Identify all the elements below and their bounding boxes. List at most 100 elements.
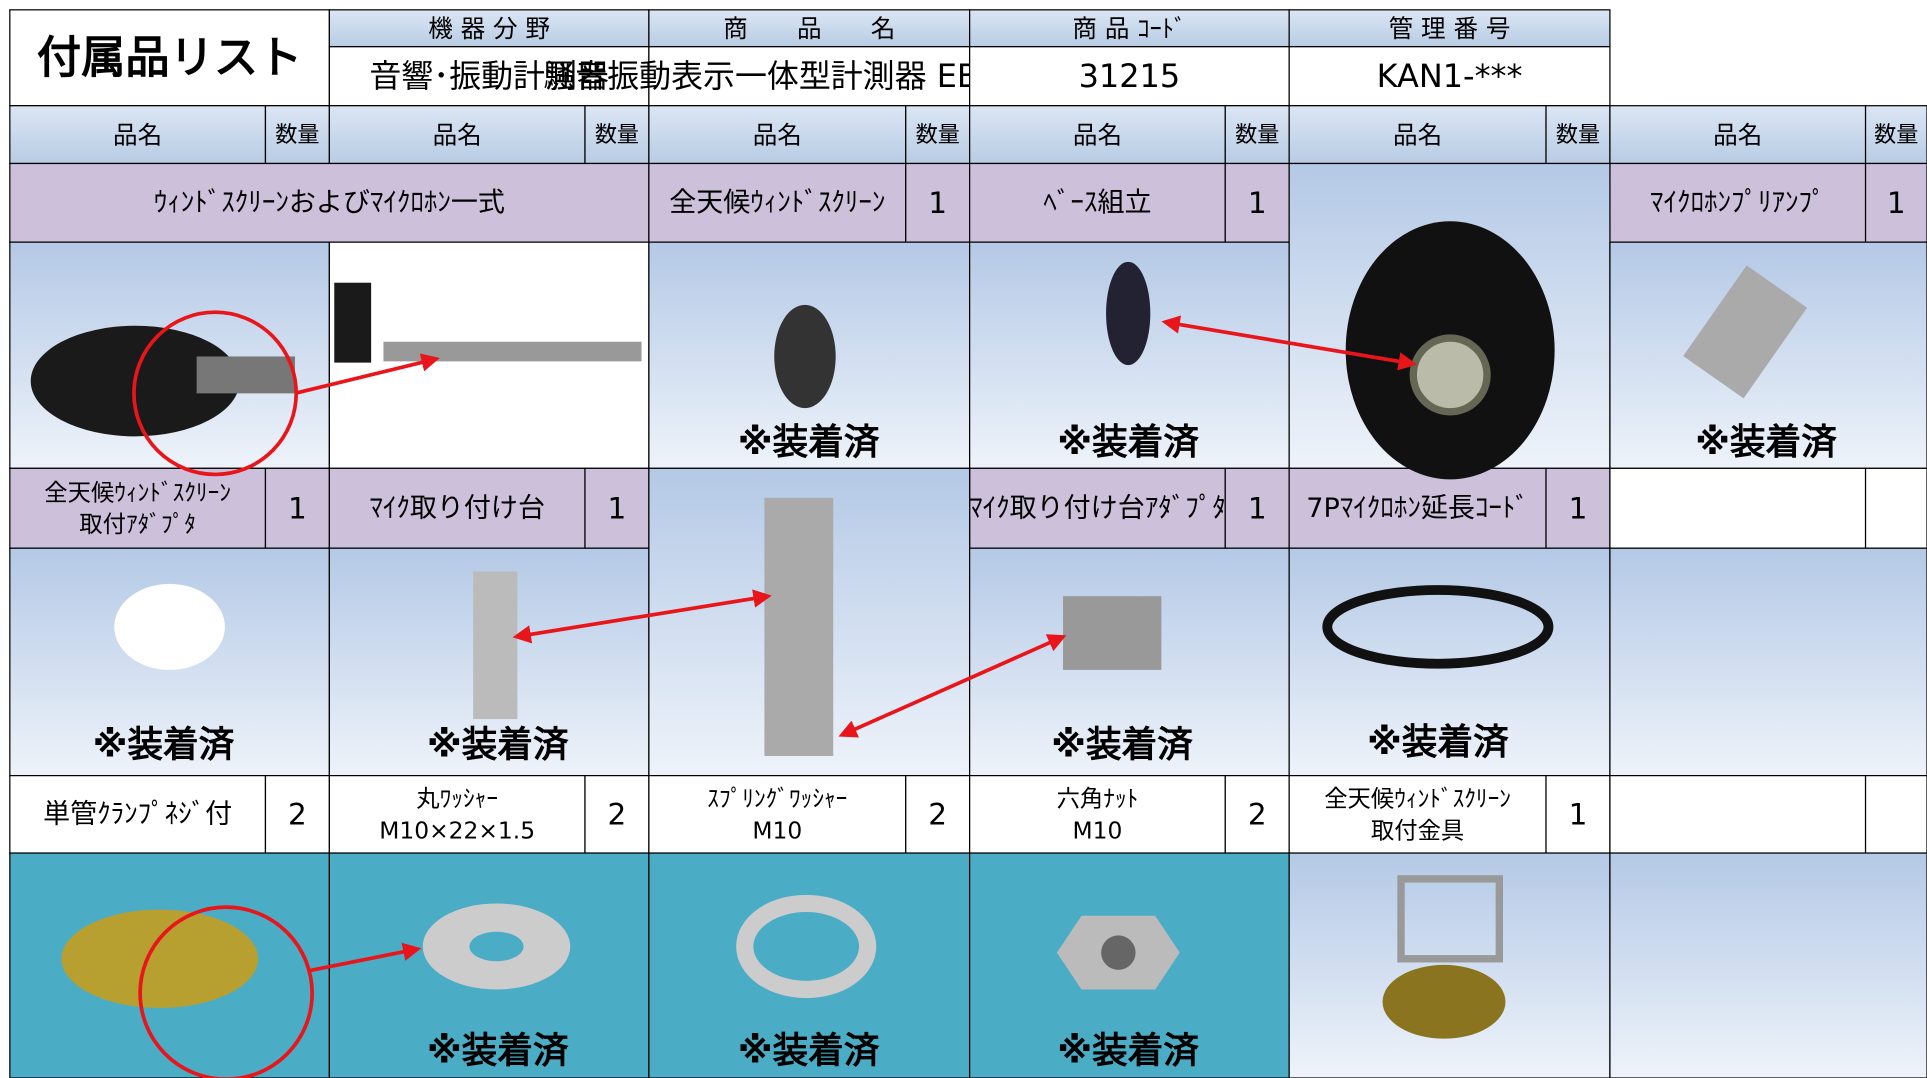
qty-cell [905,162,971,243]
column-header: 品名 [113,121,162,150]
mounted-note: ※装着済 [1051,724,1193,765]
column-header: 品名 [433,121,482,150]
column-header: 品名 [1073,121,1122,150]
name-cell [969,162,1226,243]
column-header: 数量 [1874,122,1918,148]
item-name: 取付ｱﾀﾞﾌﾟﾀ [79,510,196,538]
product-photo [1683,265,1808,399]
field-value-cell [328,46,650,107]
name-cell [328,467,586,549]
field-label: 商 品 名 [723,14,895,43]
item-qty: 1 [288,491,307,525]
item-qty: 2 [928,797,947,831]
column-header-cell [9,105,267,165]
photo-cell [1609,547,1927,777]
item-qty: 2 [1248,797,1267,831]
item-name: ﾍﾞｰｽ組立 [1043,187,1151,218]
mounted-note: ※装着済 [427,724,569,765]
column-header: 数量 [595,122,639,148]
column-header: 品名 [753,121,802,150]
product-photo [1397,875,1504,963]
column-header-cell [1224,105,1290,165]
field-value: 31215 [1079,57,1181,95]
sheet-title: 付属品リスト [37,32,302,83]
product-photo [1106,261,1151,366]
product-photo [1409,334,1491,416]
qty-cell [1545,467,1611,549]
item-name: M10×22×1.5 [379,816,535,844]
pointer-arrow [306,942,422,973]
qty-cell [1864,162,1927,243]
field-value-cell [969,46,1290,107]
column-header: 品名 [1713,121,1762,150]
product-photo [334,282,372,363]
field-label-cell [328,9,650,48]
column-header-cell [1864,105,1927,165]
item-name: 取付金具 [1371,816,1464,844]
field-label: 機 器 分 野 [428,14,550,43]
column-header-cell [328,105,586,165]
qty-cell [905,775,971,854]
pointer-arrow [512,589,772,644]
item-name: ｳｨﾝﾄﾞｽｸﾘｰﾝおよびﾏｲｸﾛﾎﾝ一式 [154,187,505,218]
product-photo [196,356,295,394]
item-name: ｽﾌﾟﾘﾝｸﾞﾜｯｼｬｰ [707,784,847,812]
name-cell [1288,467,1547,549]
photo-cell [648,852,971,1078]
product-photo [473,571,518,720]
product-photo [774,304,836,409]
column-header: 数量 [1235,122,1279,148]
item-name: 六角ﾅｯﾄ [1057,784,1139,812]
mounted-note: ※装着済 [1367,722,1509,763]
photo-cell [1609,852,1927,1078]
product-photo [1063,596,1162,670]
highlight-circle [138,905,314,1078]
product-photo [764,497,834,756]
field-label-cell [1288,9,1611,48]
item-qty: 1 [1248,186,1267,220]
column-header-cell [584,105,650,165]
qty-cell [584,775,650,854]
product-photo [383,341,642,362]
column-header-cell [1288,105,1547,165]
mounted-note: ※装着済 [93,724,235,765]
item-name: 全天候ｳｨﾝﾄﾞｽｸﾘｰﾝ [1324,784,1511,812]
mounted-note: ※装着済 [1057,422,1199,463]
product-photo [1322,585,1554,669]
item-name: 単管ｸﾗﾝﾌﾟﾈｼﾞ付 [43,799,232,830]
qty-cell [264,467,330,549]
pointer-arrow [1161,315,1417,371]
pointer-arrow [838,634,1067,738]
product-photo [114,583,225,670]
product-photo [1101,935,1136,970]
column-header-cell [264,105,330,165]
name-cell [9,467,267,549]
item-name: 全天候ｳｨﾝﾄﾞｽｸﾘｰﾝ [669,187,885,218]
pointer-arrow [294,353,440,396]
field-value: KAN1-*** [1377,57,1523,95]
qty-cell [1545,775,1611,854]
cell [1609,467,1867,549]
name-cell [1609,162,1867,243]
column-header-cell [648,105,907,165]
qty-cell [1224,775,1290,854]
name-cell [969,775,1226,854]
item-name: 7Pﾏｲｸﾛﾎﾝ延長ｺｰﾄﾞ [1306,493,1529,524]
field-label: 商 品 ｺｰﾄﾞ [1072,14,1186,43]
name-cell [648,775,907,854]
field-label-cell [969,9,1290,48]
item-qty: 1 [1569,491,1588,525]
field-label: 管 理 番 号 [1389,14,1511,43]
name-cell [648,162,907,243]
product-photo [61,909,259,1008]
column-header: 品名 [1393,121,1442,150]
item-qty: 1 [1248,491,1267,525]
title-cell [9,9,330,107]
item-qty: 2 [288,797,307,831]
column-header: 数量 [1556,122,1600,148]
mounted-note: ※装着済 [1057,1030,1199,1071]
item-name: 丸ﾜｯｼｬｰ [416,784,498,812]
item-name: M10 [752,816,802,844]
name-cell [328,775,586,854]
